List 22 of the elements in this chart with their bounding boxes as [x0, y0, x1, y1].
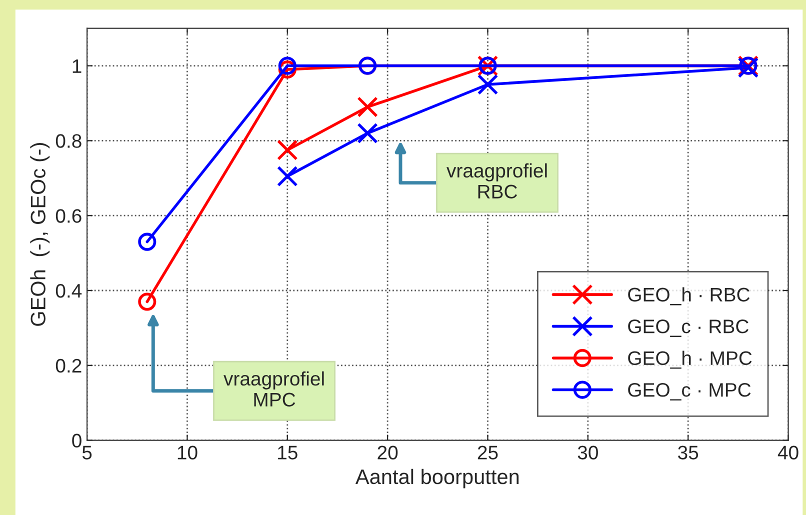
- y-tick-label: 0.4: [56, 284, 82, 298]
- legend-label: GEO_h · RBC: [628, 287, 750, 306]
- x-tick-label: 25: [478, 446, 498, 460]
- y-tick-label: 0: [72, 434, 82, 448]
- x-tick-label: 5: [82, 446, 92, 460]
- x-tick-label: 30: [578, 446, 598, 460]
- x-axis-title: Aantal boorputten: [355, 468, 519, 488]
- x-tick-label: 15: [278, 446, 298, 460]
- legend-label: GEO_c · RBC: [628, 320, 748, 337]
- y-axis-title: GEOh (-), GEOc (-): [30, 143, 50, 326]
- legend-label: GEO_h · MPC: [628, 350, 752, 369]
- x-tick-label: 40: [778, 446, 798, 460]
- y-tick-label: 0.2: [56, 358, 82, 373]
- y-tick-label: 0.6: [56, 209, 82, 223]
- y-tick-label: 1: [72, 59, 82, 73]
- legend-label: GEO_c · MPC: [628, 383, 751, 400]
- x-tick-label: 20: [378, 446, 398, 460]
- y-tick-label: 0.8: [56, 134, 82, 148]
- annotation: vraagprofiel MPC: [224, 371, 324, 407]
- x-tick-label: 35: [678, 446, 698, 460]
- annotation: vraagprofiel RBC: [446, 163, 547, 199]
- x-tick-label: 10: [178, 446, 198, 460]
